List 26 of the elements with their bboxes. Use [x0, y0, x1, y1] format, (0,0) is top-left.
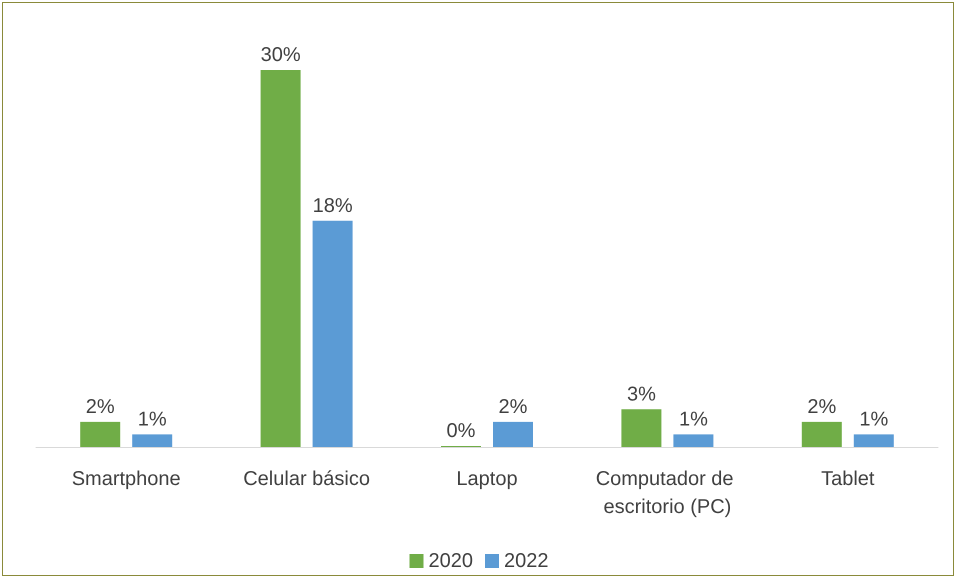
data-label: 18%: [312, 194, 353, 217]
x-tick-label: Tablet: [821, 468, 875, 490]
data-label: 30%: [260, 44, 301, 66]
x-tick-label: Laptop: [456, 468, 518, 490]
bar: [802, 422, 842, 447]
x-tick-label: Celular básico: [243, 468, 370, 490]
bar: [854, 434, 894, 447]
data-label: 2%: [498, 396, 528, 418]
bar: [312, 220, 353, 447]
legend-label: 2020: [428, 550, 474, 572]
data-label: 3%: [626, 383, 656, 406]
data-label: 2%: [807, 396, 836, 418]
data-label: 1%: [678, 408, 708, 430]
data-label: 1%: [859, 408, 888, 430]
data-label: 2%: [86, 396, 115, 418]
bar: [621, 409, 662, 447]
x-tick-label: Smartphone: [72, 468, 181, 490]
bar: [493, 422, 533, 447]
bar: [260, 70, 301, 447]
legend-label: 2022: [504, 550, 548, 572]
bar: [132, 434, 172, 447]
x-tick-label: Computador de escritorio (PC): [596, 468, 740, 518]
data-label: 1%: [138, 408, 167, 430]
bar: [80, 422, 120, 447]
data-label: 0%: [446, 420, 476, 442]
bar: [673, 434, 714, 447]
